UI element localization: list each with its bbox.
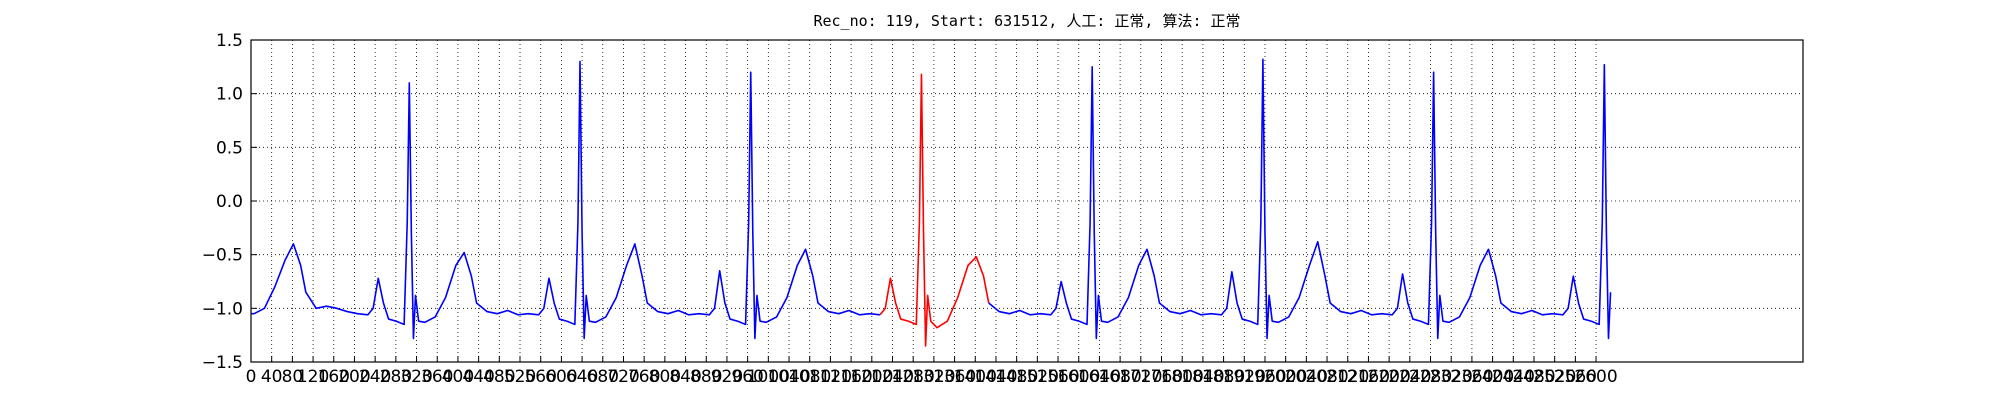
x-tick-label: 2240: [1388, 367, 1431, 387]
x-tick-label: 2080: [1305, 367, 1348, 387]
x-tick-label: 2560: [1554, 367, 1597, 387]
x-tick-label: 2440: [1492, 367, 1535, 387]
x-tick-label: 600: [545, 367, 577, 387]
x-tick-label: 2040: [1285, 367, 1328, 387]
x-tick-label: 520: [504, 367, 536, 387]
x-tick-label: 120: [297, 367, 329, 387]
x-tick-label: 1440: [974, 367, 1017, 387]
x-tick-label: 1600: [1057, 367, 1100, 387]
x-tick-label: 440: [462, 367, 494, 387]
y-tick-label: 0.5: [216, 138, 243, 158]
x-tick-label: 1520: [1016, 367, 1059, 387]
x-tick-label: 2000: [1264, 367, 1307, 387]
x-tick-label: 1120: [809, 367, 852, 387]
x-tick-label: 1200: [850, 367, 893, 387]
x-tick-label: 760: [628, 367, 660, 387]
x-tick-label: 960: [731, 367, 763, 387]
x-tick-label: 480: [483, 367, 515, 387]
x-tick-label: 80: [282, 367, 304, 387]
x-tick-label: 1720: [1119, 367, 1162, 387]
x-tick-label: 1960: [1243, 367, 1286, 387]
x-tick-label: 0: [246, 367, 257, 387]
x-tick-label: 1400: [954, 367, 997, 387]
y-tick-label: −1.5: [202, 353, 243, 373]
x-tick-label: 2360: [1450, 367, 1493, 387]
x-tick-label: 2600: [1574, 367, 1617, 387]
x-tick-label: 1240: [871, 367, 914, 387]
y-tick-label: −1.0: [202, 299, 243, 319]
x-tick-label: 880: [690, 367, 722, 387]
x-tick-label: 1320: [912, 367, 955, 387]
x-tick-label: 1080: [788, 367, 831, 387]
x-tick-label: 160: [318, 367, 350, 387]
x-tick-label: 720: [607, 367, 639, 387]
x-tick-label: 2400: [1471, 367, 1514, 387]
x-tick-label: 400: [442, 367, 474, 387]
chart-title: Rec_no: 119, Start: 631512, 人工: 正常, 算法: …: [813, 12, 1240, 30]
x-tick-label: 360: [421, 367, 453, 387]
x-tick-label: 1640: [1078, 367, 1121, 387]
x-tick-label: 2120: [1326, 367, 1369, 387]
x-tick-label: 320: [400, 367, 432, 387]
x-tick-label: 1800: [1161, 367, 1204, 387]
x-tick-label: 240: [359, 367, 391, 387]
x-tick-label: 1480: [995, 367, 1038, 387]
x-tick-label: 1280: [892, 367, 935, 387]
signal-line: [879, 73, 990, 347]
x-tick-label: 640: [566, 367, 598, 387]
x-tick-label: 920: [711, 367, 743, 387]
x-tick-label: 840: [669, 367, 701, 387]
x-tick-label: 2480: [1512, 367, 1555, 387]
x-tick-label: 680: [587, 367, 619, 387]
y-tick-label: −0.5: [202, 246, 243, 266]
x-tick-label: 1680: [1098, 367, 1141, 387]
x-tick-label: 40: [261, 367, 283, 387]
x-tick-label: 1360: [933, 367, 976, 387]
x-tick-label: 2320: [1430, 367, 1473, 387]
x-tick-label: 1840: [1181, 367, 1224, 387]
y-tick-label: 0.0: [216, 192, 243, 212]
y-tick-label: 1.5: [216, 31, 243, 51]
x-tick-label: 1760: [1140, 367, 1183, 387]
x-tick-label: 1040: [767, 367, 810, 387]
x-tick-label: 1880: [1202, 367, 1245, 387]
x-tick-label: 1920: [1223, 367, 1266, 387]
x-tick-label: 560: [524, 367, 556, 387]
x-tick-label: 1160: [829, 367, 872, 387]
x-tick-label: 2280: [1409, 367, 1452, 387]
x-tick-label: 200: [338, 367, 370, 387]
x-tick-label: 800: [649, 367, 681, 387]
x-tick-label: 1560: [1036, 367, 1079, 387]
x-tick-label: 2160: [1347, 367, 1390, 387]
x-tick-label: 1000: [747, 367, 790, 387]
x-tick-label: 280: [380, 367, 412, 387]
signal-line: [251, 58, 1612, 340]
x-tick-label: 2200: [1368, 367, 1411, 387]
y-tick-label: 1.0: [216, 85, 243, 105]
x-tick-label: 2520: [1533, 367, 1576, 387]
plot-frame: [250, 39, 1804, 363]
